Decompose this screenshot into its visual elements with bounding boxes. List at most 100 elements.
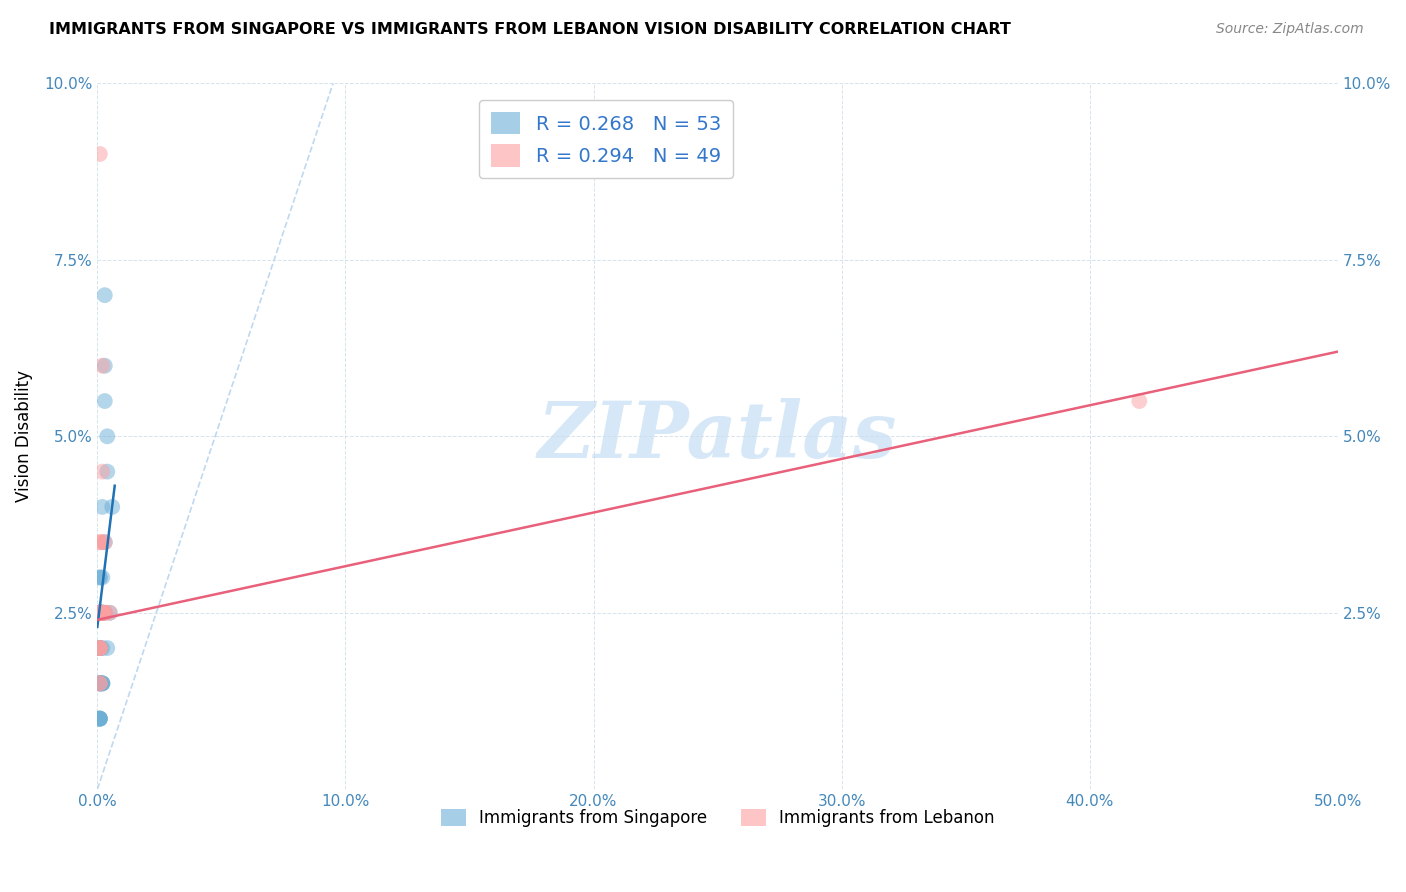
Text: IMMIGRANTS FROM SINGAPORE VS IMMIGRANTS FROM LEBANON VISION DISABILITY CORRELATI: IMMIGRANTS FROM SINGAPORE VS IMMIGRANTS … <box>49 22 1011 37</box>
Point <box>89 712 111 726</box>
Point <box>89 606 111 620</box>
Point <box>91 606 114 620</box>
Point <box>89 676 111 690</box>
Point <box>89 606 111 620</box>
Point <box>89 606 111 620</box>
Point <box>89 570 111 584</box>
Point <box>91 606 114 620</box>
Point <box>89 606 111 620</box>
Point <box>89 606 111 620</box>
Point <box>89 676 111 690</box>
Point <box>91 606 114 620</box>
Point <box>94 606 117 620</box>
Point <box>89 606 111 620</box>
Point <box>89 606 111 620</box>
Point <box>89 606 111 620</box>
Point <box>89 606 111 620</box>
Point <box>89 641 111 656</box>
Point <box>89 676 111 690</box>
Point <box>89 606 111 620</box>
Point <box>89 676 111 690</box>
Point <box>94 535 117 549</box>
Y-axis label: Vision Disability: Vision Disability <box>15 370 32 502</box>
Point <box>89 712 111 726</box>
Point <box>89 570 111 584</box>
Point <box>89 606 111 620</box>
Point <box>89 606 111 620</box>
Point <box>89 676 111 690</box>
Point <box>98 606 121 620</box>
Point <box>96 641 118 656</box>
Legend: Immigrants from Singapore, Immigrants from Lebanon: Immigrants from Singapore, Immigrants fr… <box>434 802 1001 834</box>
Point <box>91 606 114 620</box>
Point <box>89 641 111 656</box>
Point <box>101 500 124 514</box>
Point <box>91 606 114 620</box>
Point <box>89 535 111 549</box>
Point <box>91 500 114 514</box>
Point <box>89 606 111 620</box>
Point <box>89 606 111 620</box>
Point <box>89 641 111 656</box>
Point <box>89 606 111 620</box>
Point <box>89 606 111 620</box>
Point <box>89 676 111 690</box>
Point <box>89 606 111 620</box>
Point <box>91 676 114 690</box>
Point <box>89 606 111 620</box>
Point <box>89 535 111 549</box>
Point <box>89 606 111 620</box>
Point <box>89 606 111 620</box>
Point <box>89 606 111 620</box>
Point <box>89 712 111 726</box>
Point <box>89 641 111 656</box>
Point <box>94 606 117 620</box>
Text: Source: ZipAtlas.com: Source: ZipAtlas.com <box>1216 22 1364 37</box>
Point <box>96 429 118 443</box>
Point <box>89 606 111 620</box>
Point <box>91 676 114 690</box>
Point <box>91 606 114 620</box>
Point <box>94 394 117 409</box>
Point <box>89 606 111 620</box>
Point <box>91 359 114 373</box>
Point <box>89 712 111 726</box>
Point <box>91 676 114 690</box>
Point <box>89 606 111 620</box>
Point <box>89 606 111 620</box>
Point <box>89 676 111 690</box>
Point <box>94 359 117 373</box>
Point <box>94 606 117 620</box>
Point <box>89 606 111 620</box>
Point <box>94 535 117 549</box>
Point <box>91 606 114 620</box>
Point <box>89 641 111 656</box>
Point <box>91 606 114 620</box>
Point <box>89 606 111 620</box>
Point <box>89 606 111 620</box>
Point <box>89 641 111 656</box>
Point <box>89 606 111 620</box>
Point <box>89 712 111 726</box>
Point <box>89 606 111 620</box>
Point <box>91 606 114 620</box>
Text: ZIPatlas: ZIPatlas <box>538 398 897 475</box>
Point <box>89 606 111 620</box>
Point <box>89 606 111 620</box>
Point <box>89 641 111 656</box>
Point <box>94 288 117 302</box>
Point <box>89 606 111 620</box>
Point <box>89 606 111 620</box>
Point <box>89 606 111 620</box>
Point <box>89 606 111 620</box>
Point <box>91 676 114 690</box>
Point <box>89 606 111 620</box>
Point <box>89 641 111 656</box>
Point <box>89 606 111 620</box>
Point <box>96 465 118 479</box>
Point <box>89 147 111 161</box>
Point <box>91 606 114 620</box>
Point <box>91 570 114 584</box>
Point <box>89 606 111 620</box>
Point <box>91 606 114 620</box>
